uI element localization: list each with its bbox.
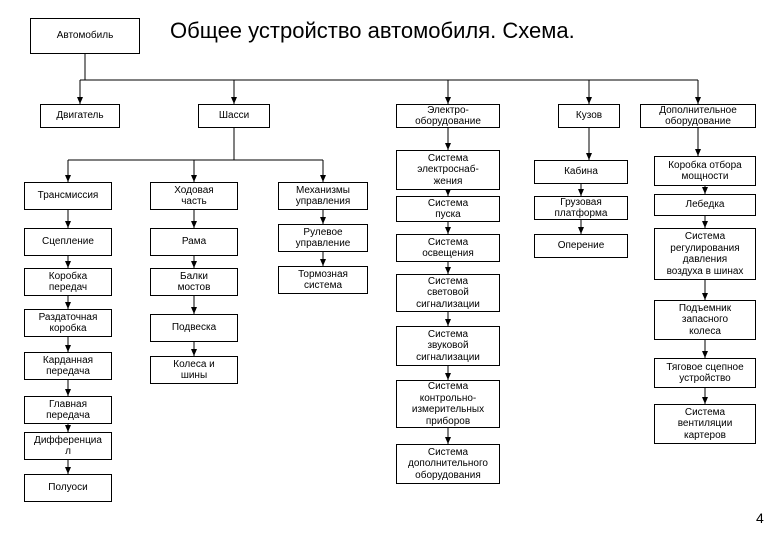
electro-1: Системапуска xyxy=(396,196,500,222)
body-0: Кабина xyxy=(534,160,628,184)
transmission-1: Коробкапередач xyxy=(24,268,112,296)
transmission-3: Карданнаяпередача xyxy=(24,352,112,380)
electro-0: Системаэлектроснаб-жения xyxy=(396,150,500,190)
lvl1-node-4: Дополнительноеоборудование xyxy=(640,104,756,128)
controls-0: Рулевоеуправление xyxy=(278,224,368,252)
electro-6: Системадополнительногооборудования xyxy=(396,444,500,484)
controls-head: Механизмыуправления xyxy=(278,182,368,210)
lvl1-node-3: Кузов xyxy=(558,104,620,128)
controls-1: Тормознаясистема xyxy=(278,266,368,294)
electro-3: Системасветовойсигнализации xyxy=(396,274,500,312)
extra-5: Системавентиляциикартеров xyxy=(654,404,756,444)
transmission-5: Дифференциал xyxy=(24,432,112,460)
body-2: Оперение xyxy=(534,234,628,258)
extra-3: Подъемникзапасногоколеса xyxy=(654,300,756,340)
chassis-2: Подвеска xyxy=(150,314,238,342)
extra-4: Тяговое сцепноеустройство xyxy=(654,358,756,388)
diagram-title: Общее устройство автомобиля. Схема. xyxy=(170,18,575,44)
extra-0: Коробка отборамощности xyxy=(654,156,756,186)
transmission-2: Раздаточнаякоробка xyxy=(24,309,112,337)
transmission-head: Трансмиссия xyxy=(24,182,112,210)
electro-4: Системазвуковойсигнализации xyxy=(396,326,500,366)
lvl1-node-0: Двигатель xyxy=(40,104,120,128)
lvl1-node-1: Шасси xyxy=(198,104,270,128)
transmission-4: Главнаяпередача xyxy=(24,396,112,424)
electro-5: Системаконтрольно-измерительныхприборов xyxy=(396,380,500,428)
chassis-head: Ходоваячасть xyxy=(150,182,238,210)
body-1: Грузоваяплатформа xyxy=(534,196,628,220)
transmission-0: Сцепление xyxy=(24,228,112,256)
root-node: Автомобиль xyxy=(30,18,140,54)
electro-2: Системаосвещения xyxy=(396,234,500,262)
extra-2: Системарегулированиядавлениявоздуха в ши… xyxy=(654,228,756,280)
lvl1-node-2: Электро-оборудование xyxy=(396,104,500,128)
transmission-6: Полуоси xyxy=(24,474,112,502)
extra-1: Лебедка xyxy=(654,194,756,216)
chassis-3: Колеса ишины xyxy=(150,356,238,384)
chassis-1: Балкимостов xyxy=(150,268,238,296)
page-number: 4 xyxy=(756,510,764,526)
chassis-0: Рама xyxy=(150,228,238,256)
